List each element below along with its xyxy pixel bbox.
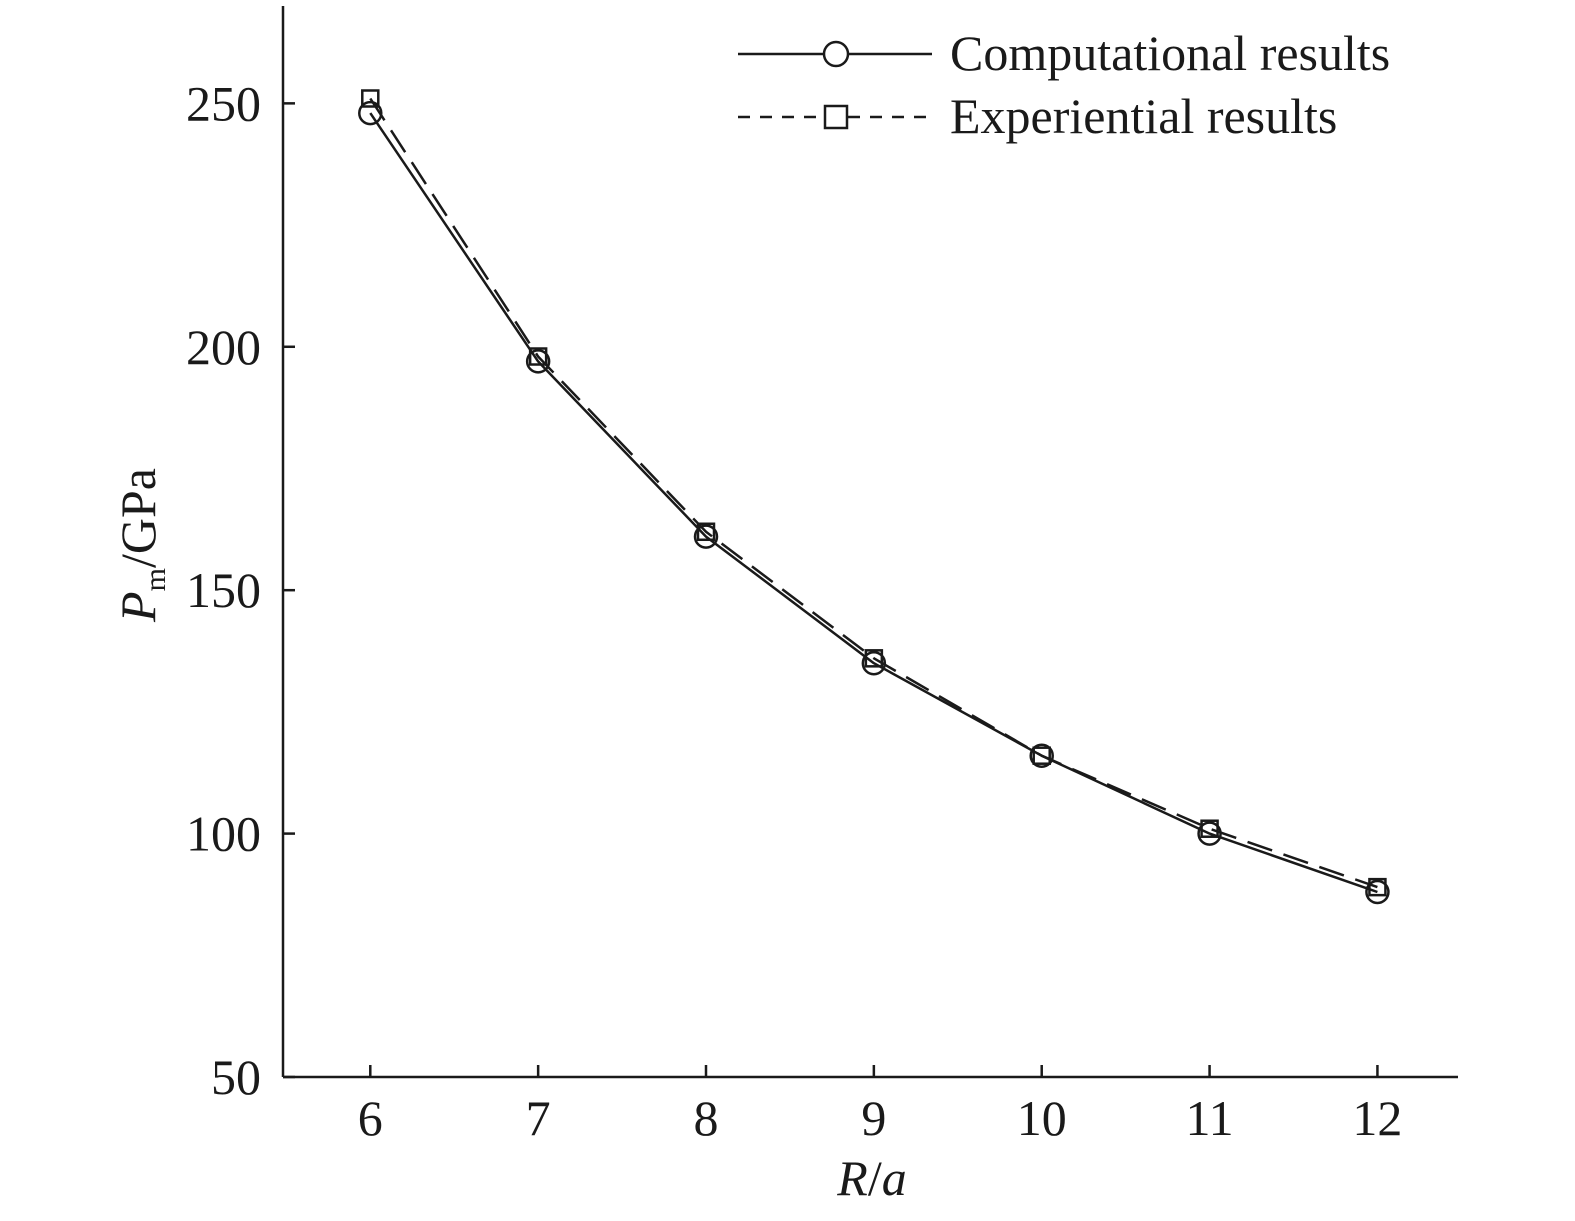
x-tick-label-11: 11: [1185, 1090, 1233, 1146]
legend-label-experiential: Experiential results: [950, 88, 1337, 144]
x-tick-label-9: 9: [861, 1090, 886, 1146]
x-tick-label-7: 7: [526, 1090, 551, 1146]
data-point-experiential-12: [1368, 877, 1387, 897]
data-point-computational-8: [693, 524, 719, 549]
data-point-experiential-7: [528, 347, 548, 366]
data-point-experiential-10: [1032, 746, 1051, 765]
x-axis-label-denom: a: [882, 1150, 907, 1206]
x-tick-label-8: 8: [694, 1090, 719, 1146]
x-tick-label-6: 6: [358, 1090, 383, 1146]
data-point-computational-12: [1365, 879, 1390, 905]
legend-label-computational: Computational results: [950, 25, 1390, 81]
legend-entry-experiential: Experiential results: [738, 88, 1337, 144]
y-tick-label-100: 100: [186, 806, 261, 862]
ticks: 6 7 8 9 10 11 12 50 100 150 200 250: [186, 75, 1402, 1146]
axes: [281, 6, 1458, 1079]
x-axis-label-sep: /: [868, 1150, 882, 1206]
legend-marker-experiential: [823, 104, 849, 130]
x-axis-label: R/a: [836, 1150, 906, 1206]
series-line-experiential: [369, 97, 1378, 889]
y-tick-label-200: 200: [186, 319, 261, 375]
series-line-computational: [369, 112, 1378, 894]
legend-entry-computational: Computational results: [738, 25, 1390, 81]
x-tick-label-12: 12: [1352, 1090, 1402, 1146]
y-axis-label-unit: /GPa: [110, 468, 166, 568]
data-point-computational-10: [1029, 743, 1054, 768]
legend-marker-computational: [822, 40, 850, 68]
data-point-computational-9: [861, 650, 887, 676]
y-tick-label-250: 250: [186, 75, 261, 131]
y-tick-label-50: 50: [211, 1049, 261, 1105]
data-point-experiential-9: [864, 649, 884, 668]
y-axis-label-main: P: [110, 591, 166, 623]
plot-area: [358, 89, 1390, 905]
legend: Computational results Experiential resul…: [738, 25, 1390, 144]
data-point-experiential-8: [696, 522, 716, 542]
data-point-experiential-11: [1200, 819, 1219, 838]
y-tick-label-150: 150: [186, 562, 261, 618]
y-axis-label: Pm/GPa: [110, 468, 172, 623]
y-axis-label-sub: m: [139, 568, 172, 591]
data-point-experiential-6: [361, 89, 380, 108]
x-tick-label-10: 10: [1017, 1090, 1067, 1146]
data-point-computational-7: [525, 349, 551, 374]
x-axis-label-main: R: [836, 1150, 868, 1206]
